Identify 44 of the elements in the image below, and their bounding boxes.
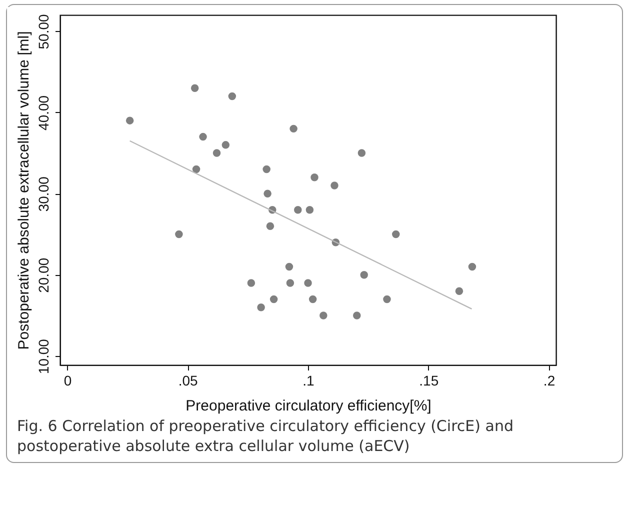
point	[468, 262, 476, 271]
point	[304, 279, 312, 287]
point	[262, 165, 270, 174]
point	[270, 295, 278, 304]
point	[383, 295, 391, 304]
point	[175, 230, 183, 238]
point	[353, 312, 361, 320]
point	[285, 262, 294, 271]
point	[264, 190, 272, 198]
x-tick-label: .05	[178, 372, 198, 388]
point	[308, 295, 317, 304]
point	[192, 165, 200, 174]
x-axis-title: Preoperative circulatory efficiency[%]	[186, 398, 432, 414]
point	[228, 92, 236, 100]
point	[266, 222, 274, 230]
point	[126, 116, 134, 124]
point	[257, 303, 265, 312]
point	[190, 84, 199, 92]
point	[330, 182, 338, 190]
point	[294, 206, 302, 214]
x-tick-label: .2	[543, 372, 556, 388]
x-tick-label: .1	[302, 372, 315, 388]
point	[358, 149, 366, 157]
point	[310, 174, 318, 182]
point	[392, 230, 400, 238]
point	[306, 206, 314, 214]
y-tick-label: 10.00	[36, 338, 52, 374]
point	[320, 312, 328, 320]
y-tick-label: 20.00	[36, 258, 52, 293]
caption: Fig. 6 Correlation of preoperative circulatory efficiency (CircE) and postoperative absolute extra cellular volume (aECV)	[17, 417, 514, 456]
point	[247, 279, 256, 287]
x-tick-label: .15	[419, 372, 439, 388]
y-tick-label: 30.00	[36, 176, 52, 212]
point	[360, 270, 368, 279]
point	[222, 141, 230, 149]
point	[455, 287, 464, 295]
point	[199, 132, 207, 141]
point	[286, 279, 294, 287]
y-tick-label: 40.00	[36, 95, 52, 130]
y-axis-title: Postoperative absolute extracellular volume [ml]	[16, 31, 32, 350]
point	[290, 124, 298, 133]
y-tick-label: 50.00	[36, 14, 52, 50]
x-tick-label: 0	[64, 372, 72, 388]
point	[212, 149, 221, 157]
